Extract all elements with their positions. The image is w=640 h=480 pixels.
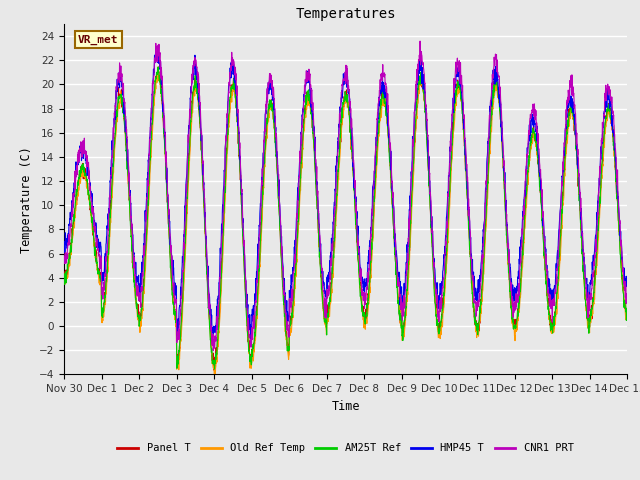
- X-axis label: Time: Time: [332, 400, 360, 413]
- Old Ref Temp: [60, 275, 68, 281]
- CNR1 PRT: [120, 97, 128, 103]
- CNR1 PRT: [250, 320, 258, 326]
- HMP45 T: [580, 258, 588, 264]
- HMP45 T: [60, 248, 68, 253]
- Panel T: [250, 341, 258, 347]
- AM25T Ref: [250, 340, 258, 346]
- HMP45 T: [155, 46, 163, 52]
- Panel T: [401, 308, 409, 314]
- AM25T Ref: [401, 309, 409, 315]
- Panel T: [60, 273, 68, 279]
- HMP45 T: [247, 336, 255, 342]
- Old Ref Temp: [546, 321, 554, 326]
- Y-axis label: Temperature (C): Temperature (C): [20, 146, 33, 252]
- AM25T Ref: [120, 110, 128, 116]
- Old Ref Temp: [155, 71, 163, 76]
- Panel T: [154, 64, 162, 70]
- Panel T: [120, 116, 128, 122]
- HMP45 T: [250, 303, 258, 309]
- Line: HMP45 T: HMP45 T: [64, 49, 640, 339]
- Panel T: [546, 322, 554, 328]
- CNR1 PRT: [546, 292, 554, 298]
- CNR1 PRT: [416, 38, 424, 44]
- HMP45 T: [401, 285, 409, 291]
- AM25T Ref: [211, 366, 218, 372]
- AM25T Ref: [546, 319, 554, 324]
- AM25T Ref: [154, 64, 162, 70]
- Text: VR_met: VR_met: [78, 35, 118, 45]
- Old Ref Temp: [120, 115, 128, 121]
- Old Ref Temp: [211, 372, 219, 378]
- AM25T Ref: [60, 274, 68, 280]
- Line: AM25T Ref: AM25T Ref: [64, 67, 640, 369]
- CNR1 PRT: [401, 294, 409, 300]
- CNR1 PRT: [209, 348, 217, 354]
- HMP45 T: [120, 100, 128, 106]
- Old Ref Temp: [401, 322, 409, 327]
- Title: Temperatures: Temperatures: [295, 8, 396, 22]
- Line: Panel T: Panel T: [64, 67, 640, 370]
- CNR1 PRT: [60, 251, 68, 257]
- Legend: Panel T, Old Ref Temp, AM25T Ref, HMP45 T, CNR1 PRT: Panel T, Old Ref Temp, AM25T Ref, HMP45 …: [113, 439, 578, 457]
- Old Ref Temp: [580, 273, 588, 279]
- Line: Old Ref Temp: Old Ref Temp: [64, 73, 640, 375]
- AM25T Ref: [580, 276, 588, 281]
- CNR1 PRT: [580, 250, 588, 256]
- Panel T: [580, 270, 588, 276]
- HMP45 T: [546, 296, 554, 301]
- Panel T: [210, 367, 218, 373]
- Old Ref Temp: [250, 349, 258, 355]
- Line: CNR1 PRT: CNR1 PRT: [64, 41, 640, 351]
